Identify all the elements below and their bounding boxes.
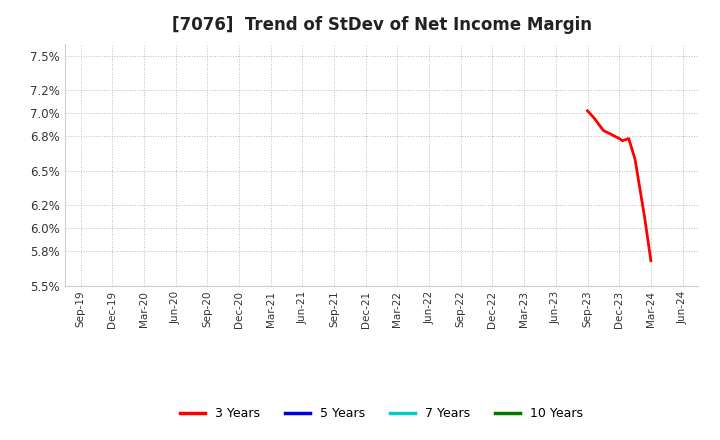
- Legend: 3 Years, 5 Years, 7 Years, 10 Years: 3 Years, 5 Years, 7 Years, 10 Years: [175, 402, 588, 425]
- Title: [7076]  Trend of StDev of Net Income Margin: [7076] Trend of StDev of Net Income Marg…: [171, 16, 592, 34]
